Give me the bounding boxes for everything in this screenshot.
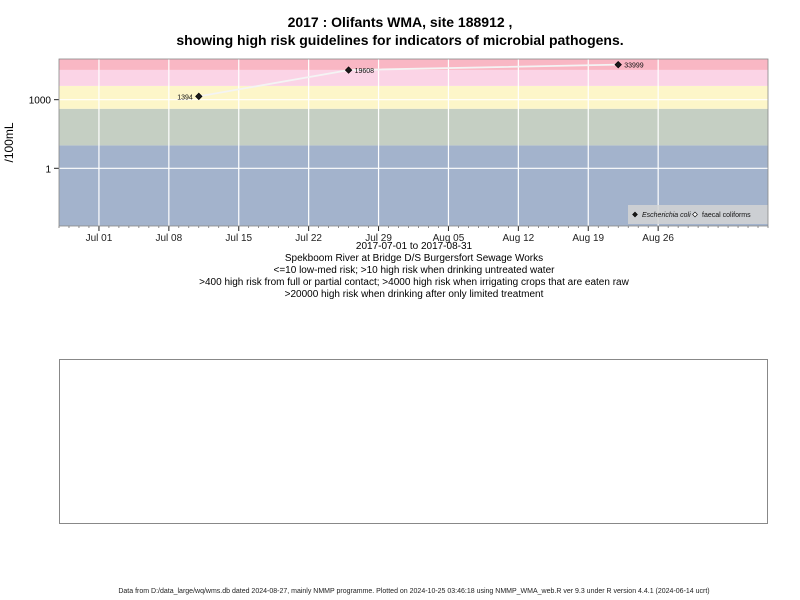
- legend-label-1: faecal coliforms: [702, 212, 751, 219]
- data-label-0-2: 33999: [624, 63, 644, 70]
- x-tick-label-1: Jul 08: [156, 233, 183, 244]
- data-point-0-0: [195, 92, 203, 101]
- legend-marker-0: [632, 211, 638, 218]
- y-axis-title: /100mL: [2, 122, 16, 162]
- x-tick-label-8: Aug 26: [642, 233, 674, 244]
- date-range-caption: 2017-07-01 to 2017-08-31: [355, 241, 473, 252]
- risk-band-3: [59, 69, 768, 86]
- x-tick-label-0: Jul 01: [86, 233, 113, 244]
- data-point-0-1: [344, 66, 353, 74]
- site-name-caption: Spekboom River at Bridge D/S Burgersfort…: [284, 253, 544, 264]
- x-tick-label-6: Aug 12: [503, 233, 535, 244]
- data-point-0-2: [614, 60, 622, 69]
- y-tick-label-1: 1000: [29, 96, 52, 107]
- legend-label-0: Escherichia coli: [642, 212, 691, 219]
- y-tick-label-0: 1: [45, 164, 51, 175]
- legend-marker-1: [692, 211, 698, 218]
- chart-title-line1: 2017 : Olifants WMA, site 188912 ,: [287, 14, 513, 30]
- data-label-0-1: 19608: [355, 68, 375, 75]
- x-tick-label-2: Jul 15: [225, 233, 252, 244]
- plot-frame: [58, 58, 769, 227]
- empty-plot-panel: [59, 359, 768, 524]
- legend-box: [628, 205, 768, 224]
- risk-chart: Jul 01 Jul 08 Jul 15 Jul 22 Jul 29 Aug 05 Aug …: [2, 58, 769, 244]
- risk-rule-2: >400 high risk from full or partial cont…: [199, 277, 629, 288]
- risk-rule-3: >20000 high risk when drinking after onl…: [284, 289, 544, 300]
- data-label-0-0: 1394: [177, 94, 193, 101]
- x-tick-label-5: Aug 05: [433, 233, 465, 244]
- risk-rule-1: <=10 low-med risk; >10 high risk when dr…: [273, 265, 555, 276]
- x-tick-label-3: Jul 22: [295, 233, 322, 244]
- chart-title-line2: showing high risk guidelines for indicat…: [176, 32, 624, 48]
- risk-band-2: [59, 85, 768, 109]
- risk-band-4: [59, 59, 768, 70]
- data-source-footer: Data from D:/data_large/wq/wms.db dated …: [118, 588, 710, 595]
- x-tick-label-4: Jul 29: [365, 233, 392, 244]
- risk-band-1: [59, 108, 768, 146]
- x-tick-label-7: Aug 19: [572, 233, 604, 244]
